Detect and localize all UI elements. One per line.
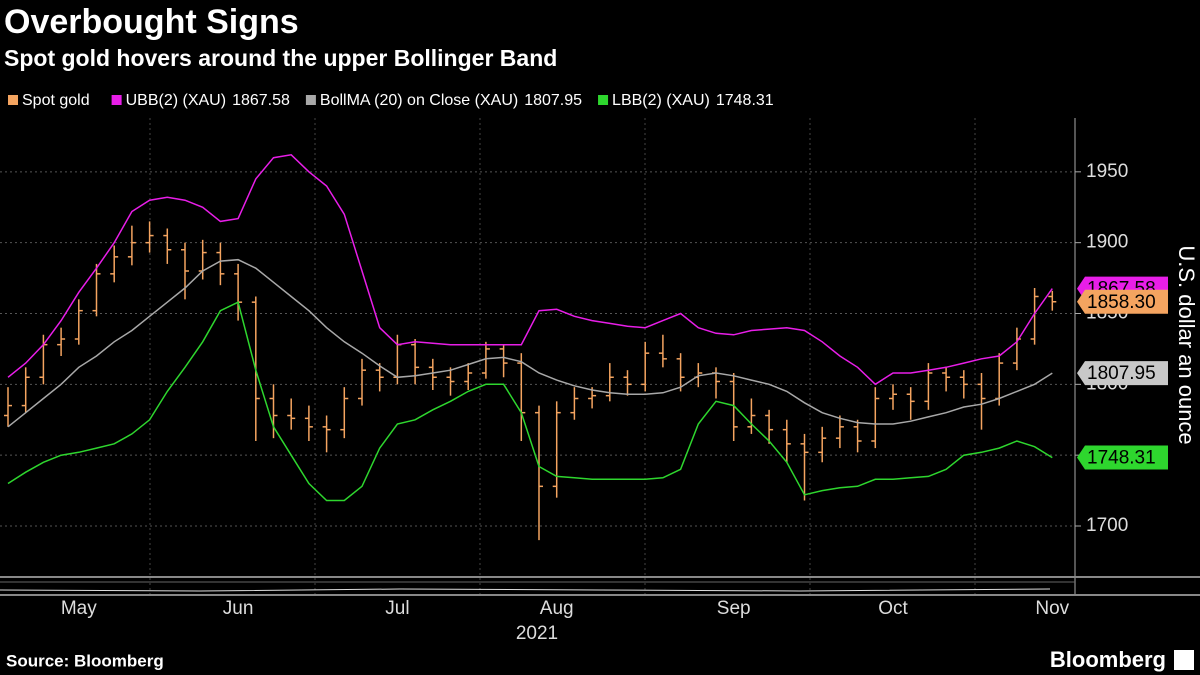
value-tag [1077,445,1168,470]
legend-label: Spot gold [22,92,90,109]
brand-icon [1174,650,1194,670]
legend-label: BollMA (20) on Close (XAU) [320,92,518,109]
y-tick-label: 1900 [1086,232,1128,253]
x-sublabel: 2021 [516,623,558,644]
x-tick-label: Jun [223,598,254,619]
brand: Bloomberg [1050,647,1166,672]
value-tag [1077,361,1168,386]
legend-value: 1748.31 [716,92,774,109]
panel-trace [0,588,1051,592]
legend-label: UBB(2) (XAU) [126,92,226,109]
value-tag-label: 1748.31 [1087,448,1156,469]
legend-swatch [305,95,316,105]
source: Source: Bloomberg [6,651,164,670]
x-tick-label: Oct [878,598,908,619]
x-tick-label: Nov [1035,598,1069,619]
line-series [7,301,1053,502]
legend-label: LBB(2) (XAU) [612,92,710,109]
x-tick-label: Sep [717,598,751,619]
legend-value: 1807.95 [524,92,582,109]
y-tick-label: 1700 [1086,515,1128,536]
chart-subtitle: Spot gold hovers around the upper Bollin… [4,45,557,71]
y-axis-title: U.S. dollar an ounce [1174,245,1199,444]
value-tag [1077,289,1168,314]
value-tag-label: 1858.30 [1087,292,1156,313]
value-tag-label: 1807.95 [1087,363,1156,384]
lower-panel [0,576,1200,596]
legend-swatch [111,95,122,105]
legend-value: 1867.58 [232,92,290,109]
plot: 170017501800185019001950MayJunJulAugSepO… [0,153,1168,619]
x-tick-label: May [61,598,97,619]
line-series [7,153,1053,386]
x-tick-label: Aug [540,598,574,619]
chart-title: Overbought Signs [4,3,299,41]
x-tick-label: Jul [385,598,409,619]
legend-swatch [8,95,18,105]
line-series [7,258,1053,428]
y-tick-label: 1950 [1086,161,1128,182]
legend: Spot gold UBB(2) (XAU) 1867.58 BollMA (20) … [8,92,774,109]
legend-swatch [598,95,609,105]
